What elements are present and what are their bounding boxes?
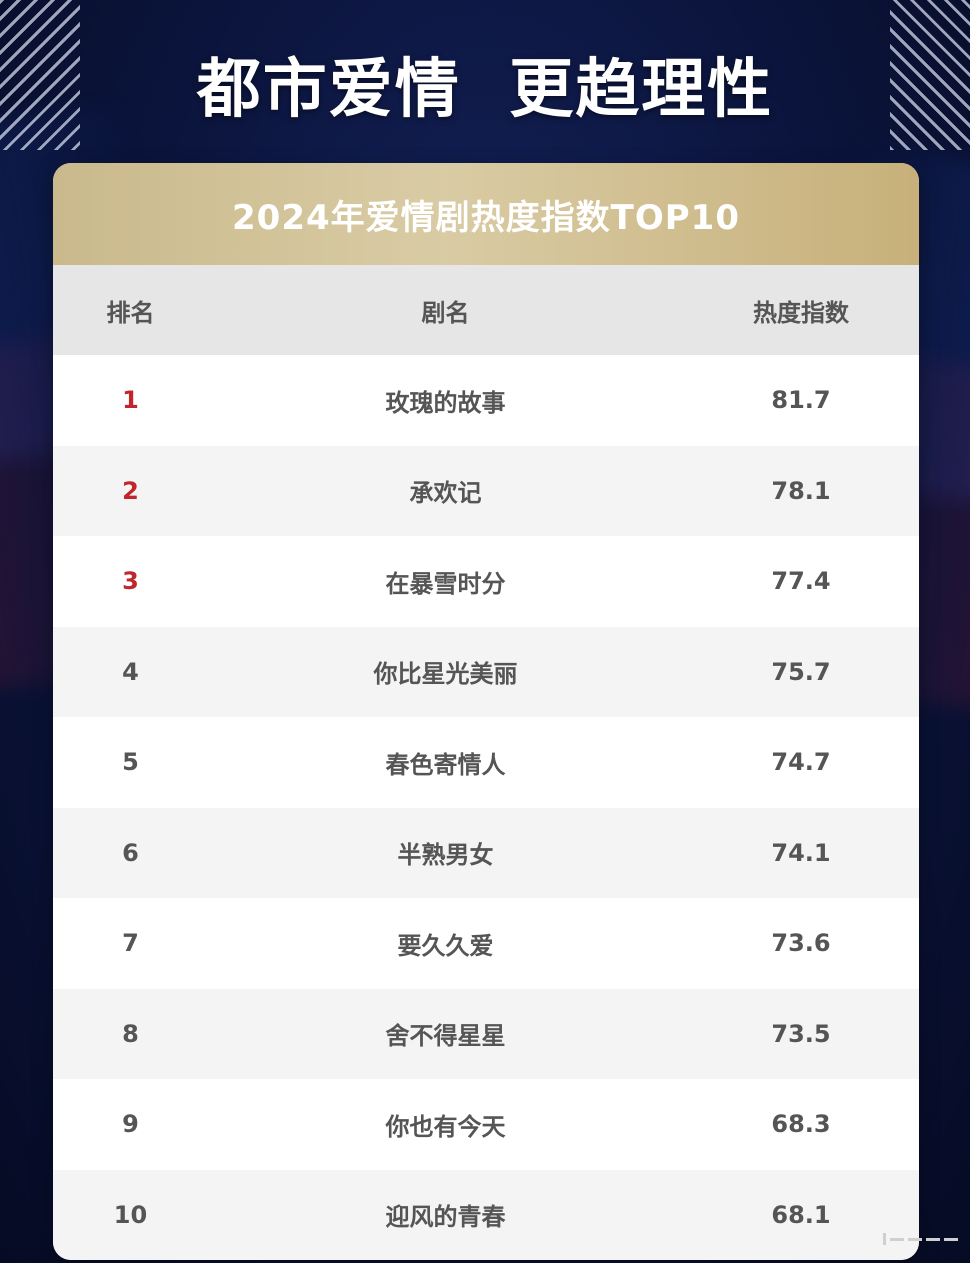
rank-cell: 1 bbox=[122, 386, 139, 415]
score-cell: 68.3 bbox=[771, 1110, 831, 1139]
table-row: 7 要久久爱 73.6 bbox=[53, 898, 919, 989]
watermark-mark bbox=[883, 1233, 958, 1245]
drama-name-cell: 舍不得星星 bbox=[385, 1022, 506, 1051]
ranking-table-card: 2024年爱情剧热度指数TOP10 排名 剧名 热度指数 1 玫瑰的故事 81.… bbox=[53, 163, 919, 1260]
score-cell: 73.6 bbox=[771, 929, 831, 958]
score-cell: 74.7 bbox=[771, 748, 831, 777]
table-row: 6 半熟男女 74.1 bbox=[53, 807, 919, 898]
table-row: 4 你比星光美丽 75.7 bbox=[53, 626, 919, 717]
drama-name-cell: 半熟男女 bbox=[397, 841, 494, 870]
rank-cell: 5 bbox=[122, 748, 139, 777]
page-headline: 都市爱情 更趋理性 bbox=[196, 53, 774, 127]
rank-cell: 6 bbox=[122, 838, 139, 867]
table-row: 8 舍不得星星 73.5 bbox=[53, 988, 919, 1079]
score-cell: 81.7 bbox=[771, 386, 831, 415]
rank-cell: 8 bbox=[122, 1019, 139, 1048]
drama-name-cell: 你比星光美丽 bbox=[373, 660, 518, 689]
drama-name-cell: 你也有今天 bbox=[385, 1112, 506, 1141]
drama-name-cell: 春色寄情人 bbox=[385, 750, 506, 779]
score-cell: 68.1 bbox=[771, 1200, 831, 1229]
table-row: 2 承欢记 78.1 bbox=[53, 445, 919, 536]
drama-name-cell: 要久久爱 bbox=[397, 931, 494, 960]
decorative-stripes bbox=[890, 0, 970, 150]
drama-name-cell: 承欢记 bbox=[409, 479, 482, 508]
table-body: 1 玫瑰的故事 81.7 2 承欢记 78.1 3 在暴雪时分 77.4 4 你… bbox=[53, 355, 919, 1260]
table-row: 9 你也有今天 68.3 bbox=[53, 1079, 919, 1170]
score-cell: 75.7 bbox=[771, 657, 831, 686]
table-header-row: 排名 剧名 热度指数 bbox=[53, 265, 919, 355]
drama-name-cell: 玫瑰的故事 bbox=[385, 388, 506, 417]
score-cell: 74.1 bbox=[771, 838, 831, 867]
rank-cell: 7 bbox=[122, 929, 139, 958]
rank-cell: 9 bbox=[122, 1110, 139, 1139]
score-cell: 73.5 bbox=[771, 1019, 831, 1048]
column-header-rank: 排名 bbox=[106, 298, 155, 327]
score-cell: 77.4 bbox=[771, 567, 831, 596]
rank-cell: 3 bbox=[122, 567, 139, 596]
decorative-stripes bbox=[0, 0, 80, 150]
score-cell: 78.1 bbox=[771, 476, 831, 505]
rank-cell: 2 bbox=[122, 476, 139, 505]
drama-name-cell: 在暴雪时分 bbox=[385, 569, 506, 598]
drama-name-cell: 迎风的青春 bbox=[385, 1203, 506, 1232]
rank-cell: 4 bbox=[122, 657, 139, 686]
table-row: 1 玫瑰的故事 81.7 bbox=[53, 355, 919, 446]
column-header-score: 热度指数 bbox=[753, 298, 849, 327]
table-row: 10 迎风的青春 68.1 bbox=[53, 1169, 919, 1260]
table-title: 2024年爱情剧热度指数TOP10 bbox=[53, 163, 919, 265]
table-row: 3 在暴雪时分 77.4 bbox=[53, 536, 919, 627]
column-header-name: 剧名 bbox=[421, 298, 470, 327]
rank-cell: 10 bbox=[113, 1200, 148, 1229]
table-row: 5 春色寄情人 74.7 bbox=[53, 717, 919, 808]
